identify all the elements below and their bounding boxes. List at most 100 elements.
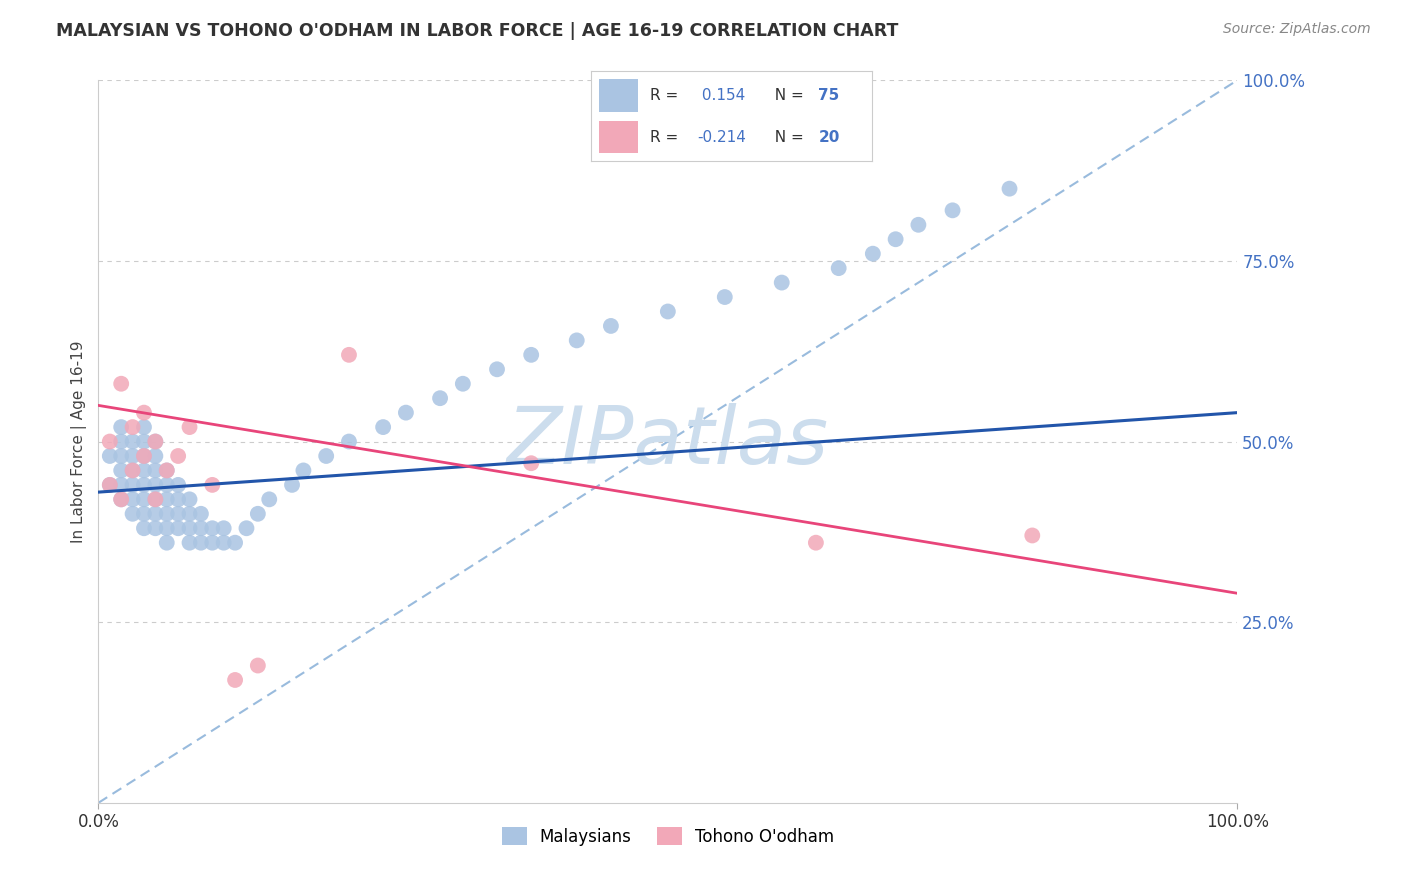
Text: R =: R = <box>650 88 678 103</box>
Point <box>179 492 201 507</box>
Point <box>132 478 155 492</box>
Point <box>862 246 884 260</box>
Text: R =: R = <box>650 130 678 145</box>
Point <box>132 507 155 521</box>
Point <box>145 449 167 463</box>
Point <box>132 449 155 463</box>
Text: 75: 75 <box>818 88 839 103</box>
Point <box>212 521 235 535</box>
Point <box>110 376 132 391</box>
Point <box>565 334 588 348</box>
Point <box>121 492 143 507</box>
Point <box>292 463 315 477</box>
Point <box>132 492 155 507</box>
Point <box>942 203 965 218</box>
Point <box>98 434 121 449</box>
Point <box>998 182 1021 196</box>
Point <box>259 492 281 507</box>
Text: N =: N = <box>765 88 804 103</box>
Point <box>520 456 543 470</box>
Point <box>201 478 224 492</box>
Text: 20: 20 <box>818 130 839 145</box>
Point <box>156 492 179 507</box>
Point <box>657 304 679 318</box>
Point <box>121 434 143 449</box>
Point <box>98 478 121 492</box>
Text: -0.214: -0.214 <box>697 130 747 145</box>
Legend: Malaysians, Tohono O'odham: Malaysians, Tohono O'odham <box>495 821 841 852</box>
Point <box>337 348 360 362</box>
Point <box>884 232 907 246</box>
Point <box>828 261 851 276</box>
Point <box>235 521 257 535</box>
Point <box>156 463 179 477</box>
Point <box>486 362 509 376</box>
Point <box>132 420 155 434</box>
Point <box>132 463 155 477</box>
Point <box>179 507 201 521</box>
Point <box>281 478 304 492</box>
Point <box>179 535 201 549</box>
Point <box>804 535 827 549</box>
Point <box>121 463 143 477</box>
Point <box>201 521 224 535</box>
Point <box>132 406 155 420</box>
Text: MALAYSIAN VS TOHONO O'ODHAM IN LABOR FORCE | AGE 16-19 CORRELATION CHART: MALAYSIAN VS TOHONO O'ODHAM IN LABOR FOR… <box>56 22 898 40</box>
Point <box>246 658 269 673</box>
Point <box>121 478 143 492</box>
Point <box>212 535 235 549</box>
Text: Source: ZipAtlas.com: Source: ZipAtlas.com <box>1223 22 1371 37</box>
Point <box>156 478 179 492</box>
Point <box>167 507 190 521</box>
Point <box>145 478 167 492</box>
Text: ZIPatlas: ZIPatlas <box>506 402 830 481</box>
Point <box>98 449 121 463</box>
Point <box>907 218 929 232</box>
Point <box>167 449 190 463</box>
Point <box>179 521 201 535</box>
Point <box>156 521 179 535</box>
Point <box>520 348 543 362</box>
Point <box>145 507 167 521</box>
Y-axis label: In Labor Force | Age 16-19: In Labor Force | Age 16-19 <box>72 340 87 543</box>
Point <box>201 535 224 549</box>
Point <box>110 420 132 434</box>
Point <box>246 507 269 521</box>
Point <box>714 290 737 304</box>
Point <box>110 492 132 507</box>
Point <box>770 276 793 290</box>
Point <box>110 492 132 507</box>
FancyBboxPatch shape <box>599 121 638 153</box>
Point <box>156 507 179 521</box>
Point <box>156 535 179 549</box>
Point <box>110 449 132 463</box>
Point <box>145 521 167 535</box>
Point <box>145 492 167 507</box>
Point <box>600 318 623 333</box>
Point <box>451 376 474 391</box>
Point <box>145 492 167 507</box>
Point <box>98 478 121 492</box>
Point <box>110 463 132 477</box>
Point <box>110 478 132 492</box>
Point <box>429 391 451 405</box>
Point <box>371 420 394 434</box>
Point <box>110 434 132 449</box>
FancyBboxPatch shape <box>599 79 638 112</box>
Point <box>121 507 143 521</box>
Point <box>190 507 212 521</box>
Point <box>337 434 360 449</box>
Point <box>121 463 143 477</box>
Point <box>145 434 167 449</box>
Point <box>395 406 418 420</box>
Point <box>190 535 212 549</box>
Point <box>145 463 167 477</box>
Point <box>167 478 190 492</box>
Point <box>1021 528 1043 542</box>
Point <box>132 449 155 463</box>
Point <box>121 420 143 434</box>
Point <box>132 521 155 535</box>
Point <box>224 673 246 687</box>
Point <box>156 463 179 477</box>
Point <box>167 492 190 507</box>
